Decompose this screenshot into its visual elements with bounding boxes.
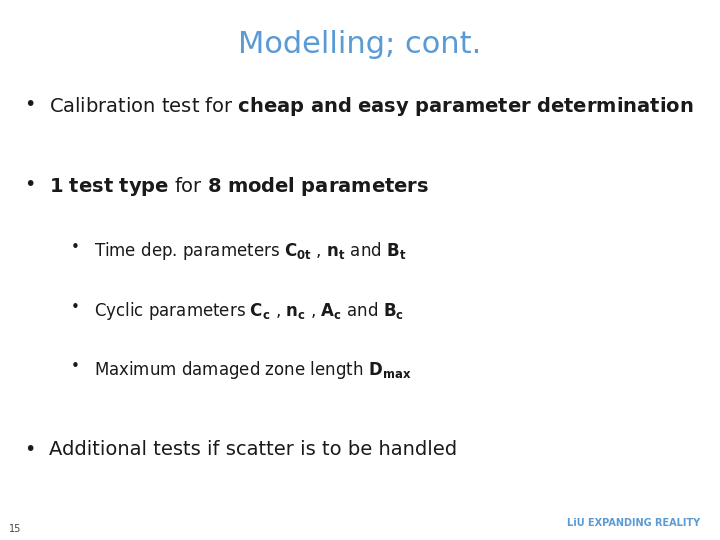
Text: •: • xyxy=(71,359,80,374)
Text: Li: Li xyxy=(0,539,1,540)
Text: Time dep. parameters $\mathbf{C_{0t}}$ , $\mathbf{n_t}$ and $\mathbf{B_t}$: Time dep. parameters $\mathbf{C_{0t}}$ ,… xyxy=(94,240,406,262)
Text: $\mathbf{1\ test\ type}$ for $\mathbf{8\ model\ parameters}$: $\mathbf{1\ test\ type}$ for $\mathbf{8\… xyxy=(49,176,429,199)
Text: U EXPANDING REALITY: U EXPANDING REALITY xyxy=(0,539,1,540)
Text: •: • xyxy=(24,94,36,113)
Text: •: • xyxy=(71,300,80,315)
Text: Additional tests if scatter is to be handled: Additional tests if scatter is to be han… xyxy=(49,440,457,459)
Text: Maximum damaged zone length $\mathbf{D_{max}}$: Maximum damaged zone length $\mathbf{D_{… xyxy=(94,359,411,381)
Text: •: • xyxy=(24,440,36,459)
Text: 15: 15 xyxy=(9,523,21,534)
Text: •: • xyxy=(24,176,36,194)
Text: LiU EXPANDING REALITY: LiU EXPANDING REALITY xyxy=(567,518,700,528)
Text: Modelling; cont.: Modelling; cont. xyxy=(238,30,482,59)
Text: •: • xyxy=(71,240,80,255)
Text: Cyclic parameters $\mathbf{C_c}$ , $\mathbf{n_c}$ , $\mathbf{A_c}$ and $\mathbf{: Cyclic parameters $\mathbf{C_c}$ , $\mat… xyxy=(94,300,404,322)
Text: Calibration test for $\mathbf{cheap\ and\ easy\ parameter\ determination}$: Calibration test for $\mathbf{cheap\ and… xyxy=(49,94,693,118)
